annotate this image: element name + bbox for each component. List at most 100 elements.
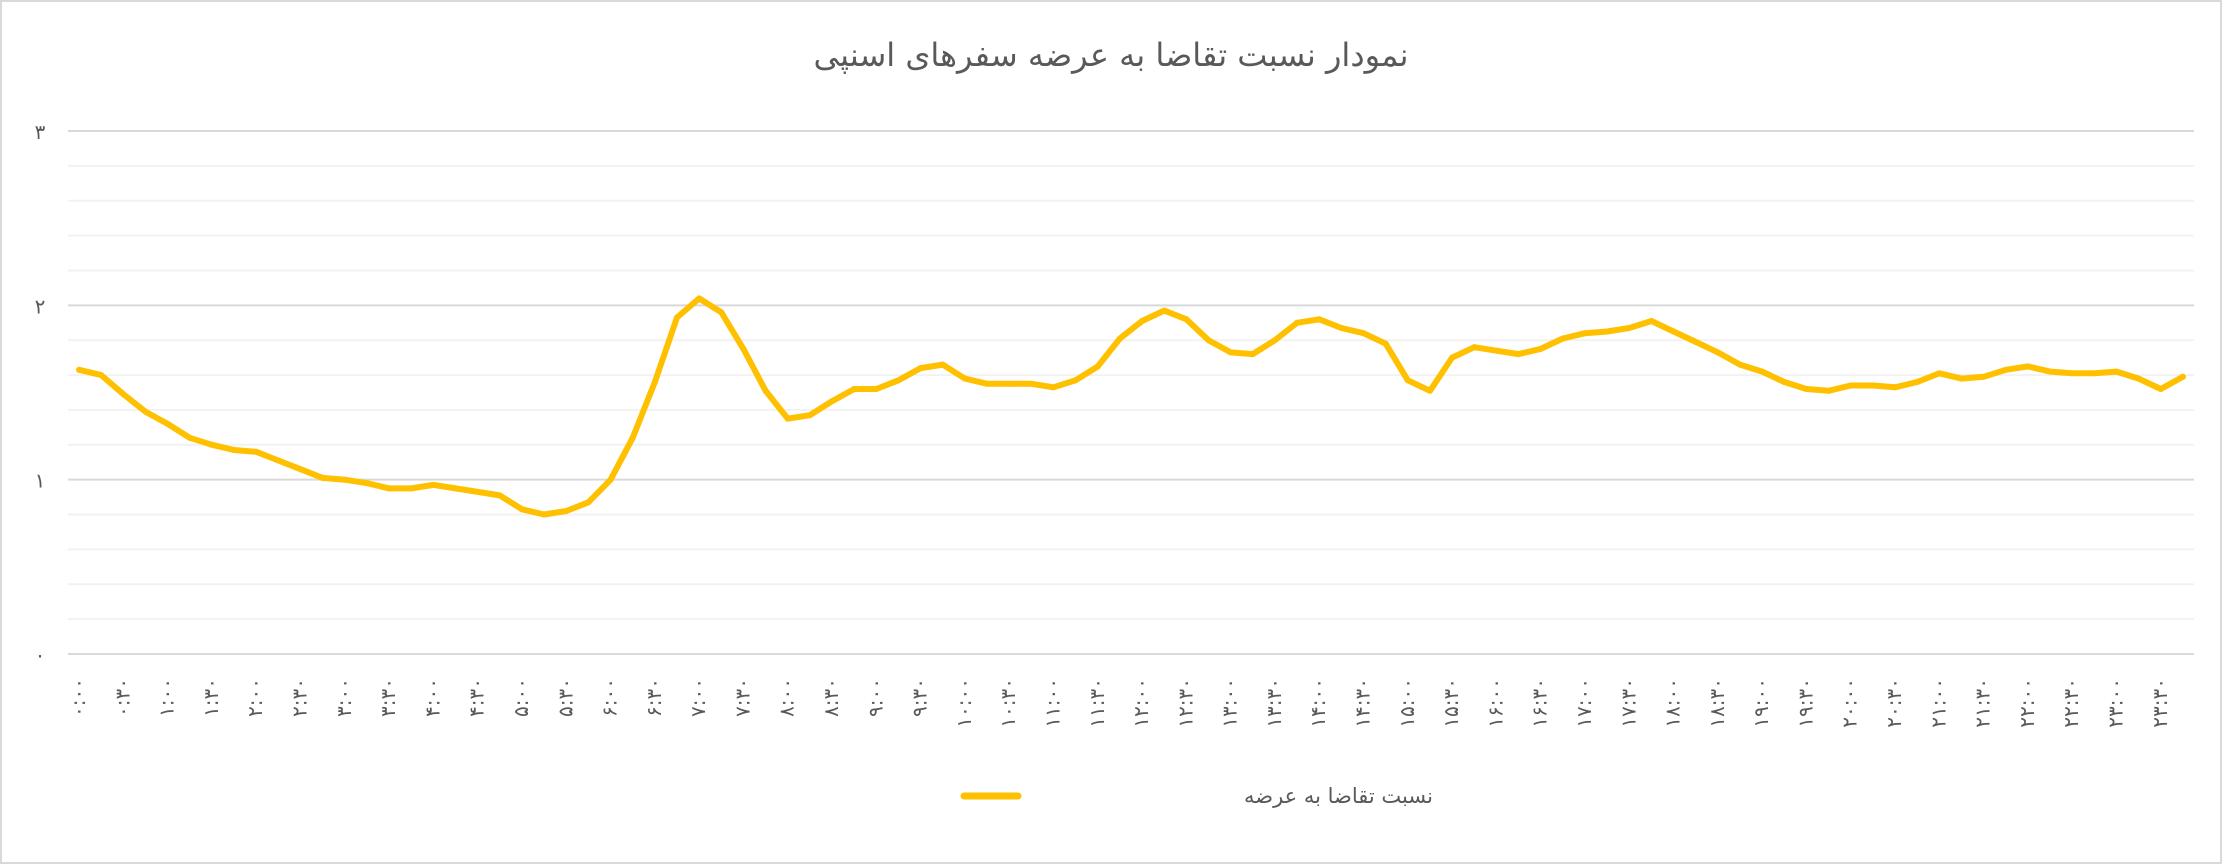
- data-point[interactable]: [1183, 316, 1190, 323]
- data-point[interactable]: [784, 415, 791, 422]
- data-point[interactable]: [142, 408, 149, 415]
- data-point[interactable]: [1028, 380, 1035, 387]
- series-line[interactable]: [76, 295, 2186, 518]
- data-point[interactable]: [1116, 335, 1123, 342]
- data-point[interactable]: [208, 441, 215, 448]
- data-point[interactable]: [1670, 328, 1677, 335]
- data-point[interactable]: [474, 488, 481, 495]
- data-point[interactable]: [1958, 375, 1965, 382]
- data-point[interactable]: [1493, 347, 1500, 354]
- data-point[interactable]: [1626, 324, 1633, 331]
- data-point[interactable]: [1692, 338, 1699, 345]
- data-point[interactable]: [1759, 368, 1766, 375]
- data-point[interactable]: [1072, 377, 1079, 384]
- x-axis-ticks: ۰:۰۰ ۰:۳۰ ۱:۰۰ ۱:۳۰ ۲:۰۰ ۲:۳۰ ۳:۰۰ ۳:۳۰ ۴:۰۰ ۴:۳۰…: [66, 678, 2172, 728]
- data-point[interactable]: [1249, 351, 1256, 358]
- data-point[interactable]: [1139, 318, 1146, 325]
- data-point[interactable]: [1227, 349, 1234, 356]
- data-point[interactable]: [1316, 316, 1323, 323]
- data-point[interactable]: [1426, 387, 1433, 394]
- data-point[interactable]: [452, 485, 459, 492]
- data-point[interactable]: [186, 434, 193, 441]
- data-point[interactable]: [2069, 370, 2076, 377]
- data-point[interactable]: [2113, 368, 2120, 375]
- data-point[interactable]: [1803, 386, 1810, 393]
- data-point[interactable]: [253, 448, 260, 455]
- data-point[interactable]: [2157, 386, 2164, 393]
- data-point[interactable]: [1382, 340, 1389, 347]
- legend[interactable]: نسبت تقاضا به عرضه: [960, 784, 1433, 808]
- data-point[interactable]: [984, 380, 991, 387]
- data-point[interactable]: [408, 485, 415, 492]
- data-point[interactable]: [1271, 337, 1278, 344]
- data-point[interactable]: [1360, 330, 1367, 337]
- data-point[interactable]: [851, 386, 858, 393]
- data-point[interactable]: [1537, 345, 1544, 352]
- data-point[interactable]: [541, 511, 548, 518]
- data-point[interactable]: [1050, 384, 1057, 391]
- data-point[interactable]: [762, 387, 769, 394]
- data-point[interactable]: [164, 420, 171, 427]
- data-point[interactable]: [1980, 373, 1987, 380]
- data-point[interactable]: [873, 386, 880, 393]
- data-point[interactable]: [2179, 373, 2186, 380]
- data-point[interactable]: [2024, 363, 2031, 370]
- data-point[interactable]: [829, 398, 836, 405]
- data-point[interactable]: [1205, 337, 1212, 344]
- data-point[interactable]: [629, 434, 636, 441]
- data-point[interactable]: [740, 345, 747, 352]
- data-point[interactable]: [563, 508, 570, 515]
- data-point[interactable]: [2002, 366, 2009, 373]
- data-point[interactable]: [430, 481, 437, 488]
- data-point[interactable]: [1781, 379, 1788, 386]
- data-point[interactable]: [1559, 335, 1566, 342]
- data-point[interactable]: [917, 365, 924, 372]
- x-tick-label: ۹:۳۰: [908, 678, 932, 717]
- data-point[interactable]: [1714, 349, 1721, 356]
- data-point[interactable]: [386, 485, 393, 492]
- data-point[interactable]: [1094, 363, 1101, 370]
- data-point[interactable]: [939, 361, 946, 368]
- data-point[interactable]: [518, 506, 525, 513]
- data-point[interactable]: [1006, 380, 1013, 387]
- data-point[interactable]: [1294, 319, 1301, 326]
- data-point[interactable]: [1648, 318, 1655, 325]
- data-point[interactable]: [607, 476, 614, 483]
- data-point[interactable]: [1515, 351, 1522, 358]
- data-point[interactable]: [341, 476, 348, 483]
- data-point[interactable]: [1892, 384, 1899, 391]
- data-point[interactable]: [1604, 328, 1611, 335]
- data-point[interactable]: [2091, 370, 2098, 377]
- data-point[interactable]: [718, 309, 725, 316]
- data-point[interactable]: [1471, 344, 1478, 351]
- data-point[interactable]: [651, 379, 658, 386]
- data-point[interactable]: [98, 372, 105, 379]
- data-point[interactable]: [1936, 370, 1943, 377]
- data-point[interactable]: [1449, 354, 1456, 361]
- data-point[interactable]: [319, 474, 326, 481]
- data-point[interactable]: [895, 377, 902, 384]
- data-point[interactable]: [1338, 324, 1345, 331]
- data-point[interactable]: [1161, 307, 1168, 314]
- data-point[interactable]: [231, 447, 238, 454]
- data-point[interactable]: [585, 499, 592, 506]
- data-point[interactable]: [1737, 361, 1744, 368]
- data-point[interactable]: [275, 457, 282, 464]
- data-point[interactable]: [806, 412, 813, 419]
- data-point[interactable]: [1581, 330, 1588, 337]
- data-point[interactable]: [696, 295, 703, 302]
- data-point[interactable]: [1847, 382, 1854, 389]
- data-point[interactable]: [674, 314, 681, 321]
- data-point[interactable]: [2047, 368, 2054, 375]
- data-point[interactable]: [1825, 387, 1832, 394]
- data-point[interactable]: [496, 492, 503, 499]
- data-point[interactable]: [297, 466, 304, 473]
- data-point[interactable]: [120, 391, 127, 398]
- data-point[interactable]: [1869, 382, 1876, 389]
- data-point[interactable]: [961, 375, 968, 382]
- data-point[interactable]: [1404, 377, 1411, 384]
- data-point[interactable]: [2135, 375, 2142, 382]
- data-point[interactable]: [363, 480, 370, 487]
- data-point[interactable]: [1914, 379, 1921, 386]
- data-point[interactable]: [76, 366, 83, 373]
